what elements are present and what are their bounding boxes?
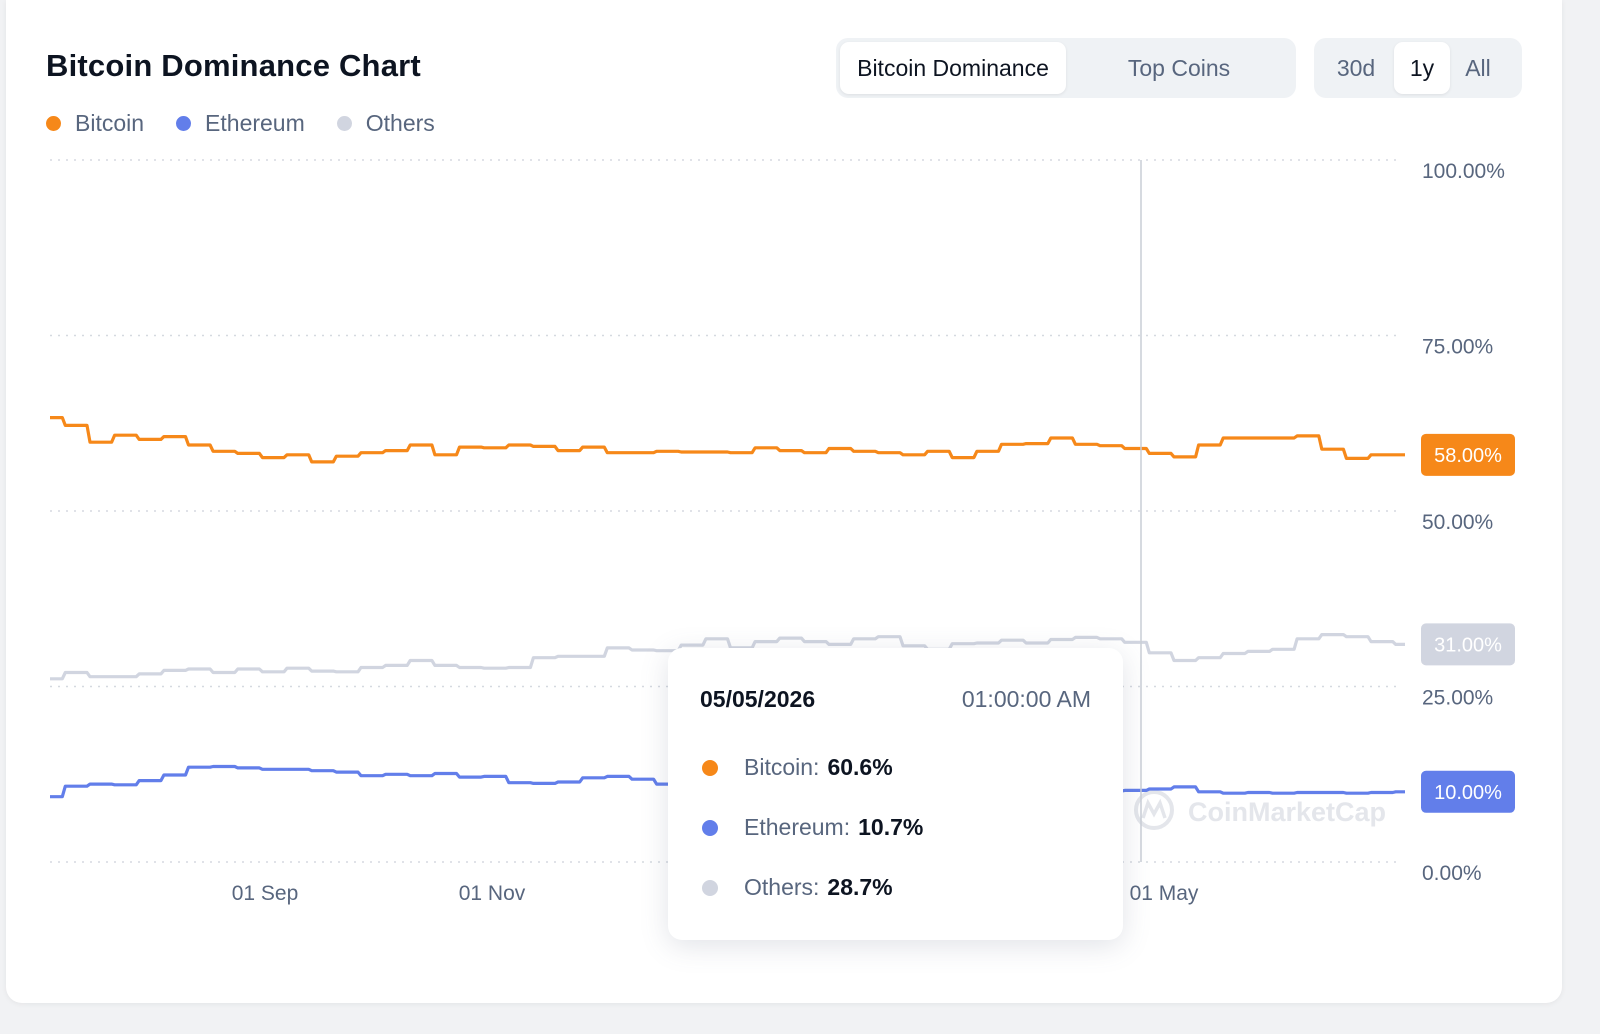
y-tick-label: 75.00% <box>1422 336 1493 359</box>
current-value-badge-bitcoin: 58.00% <box>1421 433 1515 476</box>
legend-item-bitcoin[interactable]: Bitcoin <box>46 110 144 137</box>
badge-background <box>1421 770 1515 813</box>
chart-tooltip: 05/05/2026 01:00:00 AM Bitcoin: 60.6% Et… <box>668 648 1123 940</box>
x-tick-label: 01 May <box>1130 882 1199 905</box>
tooltip-row-others: Others: 28.7% <box>702 874 893 901</box>
x-tick-label: 01 Nov <box>459 882 526 905</box>
others-dot-icon <box>336 116 352 131</box>
bitcoin-dot-icon <box>702 759 718 776</box>
x-tick-label: 01 Sep <box>232 882 299 905</box>
range-1y-button[interactable]: 1y <box>1394 42 1450 94</box>
tooltip-label-ethereum: Ethereum: <box>744 814 851 840</box>
badge-background <box>1421 623 1515 666</box>
tab-bitcoin-dominance[interactable]: Bitcoin Dominance <box>840 42 1066 94</box>
view-toggle: Bitcoin Dominance Top Coins <box>836 38 1296 98</box>
legend-label-bitcoin: Bitcoin <box>75 110 145 136</box>
y-tick-label: 0.00% <box>1422 862 1482 885</box>
tooltip-row-ethereum: Ethereum: 10.7% <box>702 814 923 841</box>
badge-label: 58.00% <box>1434 445 1502 467</box>
y-tick-label: 100.00% <box>1422 160 1505 183</box>
tooltip-label-others: Others: <box>744 874 820 900</box>
bitcoin-dot-icon <box>46 116 61 131</box>
ethereum-dot-icon <box>176 116 192 131</box>
tooltip-value-others: 28.7% <box>827 874 893 900</box>
coinmarketcap-logo-icon <box>1134 790 1174 830</box>
series-line-bitcoin[interactable] <box>50 416 1405 464</box>
tab-top-coins[interactable]: Top Coins <box>1127 54 1231 81</box>
tooltip-date: 05/05/2026 <box>700 686 816 712</box>
legend-label-others: Others <box>365 110 435 136</box>
badge-label: 10.00% <box>1434 782 1502 804</box>
ethereum-dot-icon <box>702 819 718 836</box>
legend-item-others[interactable]: Others <box>336 110 435 137</box>
others-dot-icon <box>702 879 718 896</box>
badge-background <box>1421 433 1515 476</box>
legend-item-ethereum[interactable]: Ethereum <box>176 110 305 137</box>
range-toggle: 30d 1y All <box>1314 38 1522 98</box>
watermark-text: CoinMarketCap <box>1188 797 1386 827</box>
current-value-badge-others: 31.00% <box>1421 623 1515 666</box>
series-line-others[interactable] <box>50 633 1405 681</box>
tooltip-value-ethereum: 10.7% <box>858 814 924 840</box>
y-tick-label: 25.00% <box>1422 687 1493 710</box>
tooltip-label-bitcoin: Bitcoin: <box>744 754 820 780</box>
tooltip-row-bitcoin: Bitcoin: 60.6% <box>702 754 893 781</box>
tooltip-value-bitcoin: 60.6% <box>827 754 893 780</box>
y-tick-label: 50.00% <box>1422 511 1493 534</box>
current-value-badge-ethereum: 10.00% <box>1421 770 1515 813</box>
legend-label-ethereum: Ethereum <box>205 110 305 136</box>
coinmarketcap-mark-icon <box>1141 798 1167 819</box>
range-all-button[interactable]: All <box>1465 54 1491 81</box>
tooltip-time: 01:00:00 AM <box>961 686 1091 712</box>
chart-legend: Bitcoin Ethereum Others <box>46 110 435 137</box>
badge-label: 31.00% <box>1434 634 1502 656</box>
range-30d-button[interactable]: 30d <box>1336 54 1376 81</box>
page-title: Bitcoin Dominance Chart <box>46 48 421 83</box>
